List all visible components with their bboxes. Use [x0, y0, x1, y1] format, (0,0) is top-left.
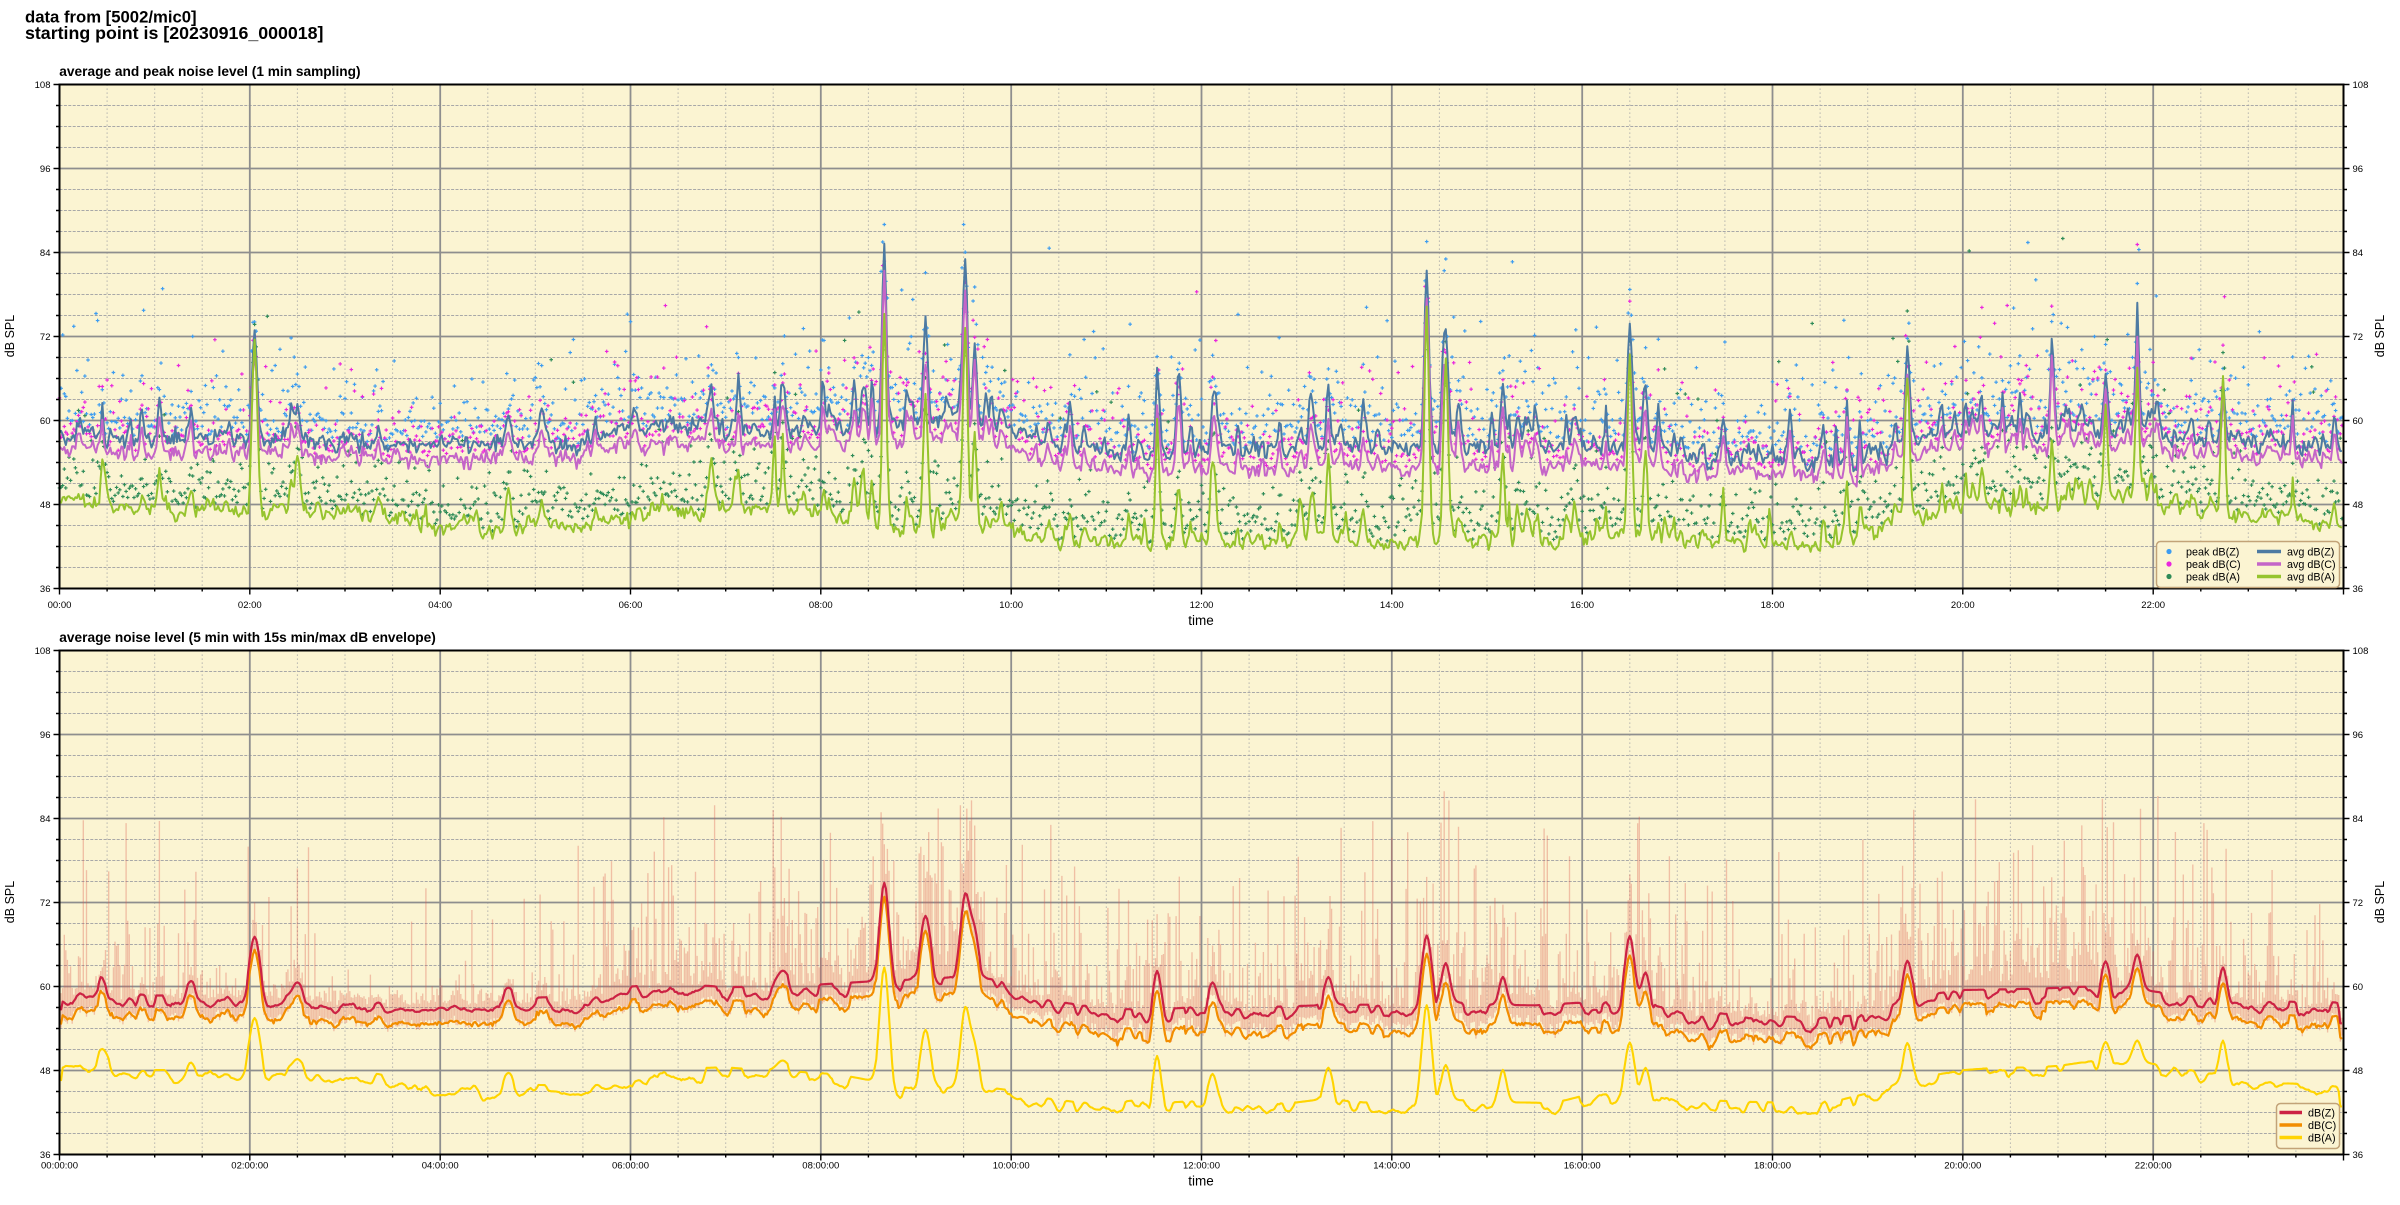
svg-text:84: 84	[40, 814, 51, 825]
svg-text:20:00:00: 20:00:00	[1944, 1161, 1981, 1172]
svg-text:02:00: 02:00	[238, 600, 262, 611]
svg-text:18:00:00: 18:00:00	[1754, 1161, 1791, 1172]
svg-text:peak dB(A): peak dB(A)	[2186, 571, 2240, 583]
svg-text:06:00: 06:00	[619, 600, 643, 611]
svg-text:10:00: 10:00	[999, 600, 1023, 611]
svg-text:average and peak noise level (: average and peak noise level (1 min samp…	[59, 64, 360, 79]
svg-text:22:00: 22:00	[2141, 600, 2165, 611]
svg-text:avg dB(C): avg dB(C)	[2287, 559, 2336, 571]
svg-text:18:00: 18:00	[1761, 600, 1785, 611]
svg-text:36: 36	[40, 584, 51, 595]
svg-text:16:00:00: 16:00:00	[1564, 1161, 1601, 1172]
svg-text:avg dB(Z): avg dB(Z)	[2287, 546, 2334, 558]
svg-text:12:00:00: 12:00:00	[1183, 1161, 1220, 1172]
svg-text:48: 48	[40, 1066, 51, 1077]
svg-text:dB(A): dB(A)	[2308, 1132, 2336, 1144]
svg-text:time: time	[1188, 1174, 1214, 1189]
svg-text:72: 72	[2353, 898, 2364, 909]
svg-text:peak dB(Z): peak dB(Z)	[2186, 546, 2239, 558]
svg-text:avg dB(A): avg dB(A)	[2287, 571, 2335, 583]
svg-text:dB SPL: dB SPL	[2373, 315, 2387, 357]
svg-text:60: 60	[40, 982, 51, 993]
svg-text:48: 48	[2353, 500, 2364, 511]
svg-text:dB SPL: dB SPL	[2373, 881, 2387, 923]
svg-text:72: 72	[2353, 332, 2364, 343]
svg-text:22:00:00: 22:00:00	[2135, 1161, 2172, 1172]
svg-text:average noise level (5 min wit: average noise level (5 min with 15s min/…	[59, 630, 436, 645]
svg-text:16:00: 16:00	[1570, 600, 1594, 611]
svg-text:72: 72	[40, 332, 51, 343]
svg-text:04:00:00: 04:00:00	[422, 1161, 459, 1172]
svg-text:14:00:00: 14:00:00	[1373, 1161, 1410, 1172]
svg-text:dB SPL: dB SPL	[3, 315, 17, 357]
svg-text:time: time	[1188, 613, 1214, 628]
svg-text:06:00:00: 06:00:00	[612, 1161, 649, 1172]
svg-text:84: 84	[2353, 814, 2364, 825]
svg-text:60: 60	[2353, 416, 2364, 427]
svg-text:36: 36	[40, 1150, 51, 1161]
svg-text:36: 36	[2353, 584, 2364, 595]
svg-text:48: 48	[40, 500, 51, 511]
svg-text:peak dB(C): peak dB(C)	[2186, 559, 2241, 571]
svg-text:96: 96	[2353, 730, 2364, 741]
svg-text:dB SPL: dB SPL	[3, 881, 17, 923]
svg-text:dB(C): dB(C)	[2308, 1120, 2336, 1132]
svg-text:dB(Z): dB(Z)	[2308, 1107, 2335, 1119]
svg-text:96: 96	[40, 730, 51, 741]
svg-text:04:00: 04:00	[428, 600, 452, 611]
svg-text:84: 84	[2353, 248, 2364, 259]
svg-text:72: 72	[40, 898, 51, 909]
svg-text:data from [5002/mic0]: data from [5002/mic0]	[25, 8, 197, 27]
svg-text:36: 36	[2353, 1150, 2364, 1161]
svg-text:20:00: 20:00	[1951, 600, 1975, 611]
svg-text:108: 108	[35, 646, 51, 657]
svg-text:14:00: 14:00	[1380, 600, 1404, 611]
svg-text:108: 108	[2353, 646, 2369, 657]
svg-text:60: 60	[40, 416, 51, 427]
svg-text:84: 84	[40, 248, 51, 259]
svg-text:starting point is [20230916_00: starting point is [20230916_000018]	[25, 23, 323, 43]
svg-text:60: 60	[2353, 982, 2364, 993]
svg-text:08:00: 08:00	[809, 600, 833, 611]
svg-text:108: 108	[35, 80, 51, 91]
svg-text:00:00: 00:00	[48, 600, 72, 611]
svg-text:02:00:00: 02:00:00	[231, 1161, 268, 1172]
svg-text:108: 108	[2353, 80, 2369, 91]
svg-text:10:00:00: 10:00:00	[993, 1161, 1030, 1172]
svg-text:96: 96	[2353, 164, 2364, 175]
svg-text:08:00:00: 08:00:00	[802, 1161, 839, 1172]
svg-text:12:00: 12:00	[1190, 600, 1214, 611]
svg-text:48: 48	[2353, 1066, 2364, 1077]
svg-text:00:00:00: 00:00:00	[41, 1161, 78, 1172]
svg-text:96: 96	[40, 164, 51, 175]
